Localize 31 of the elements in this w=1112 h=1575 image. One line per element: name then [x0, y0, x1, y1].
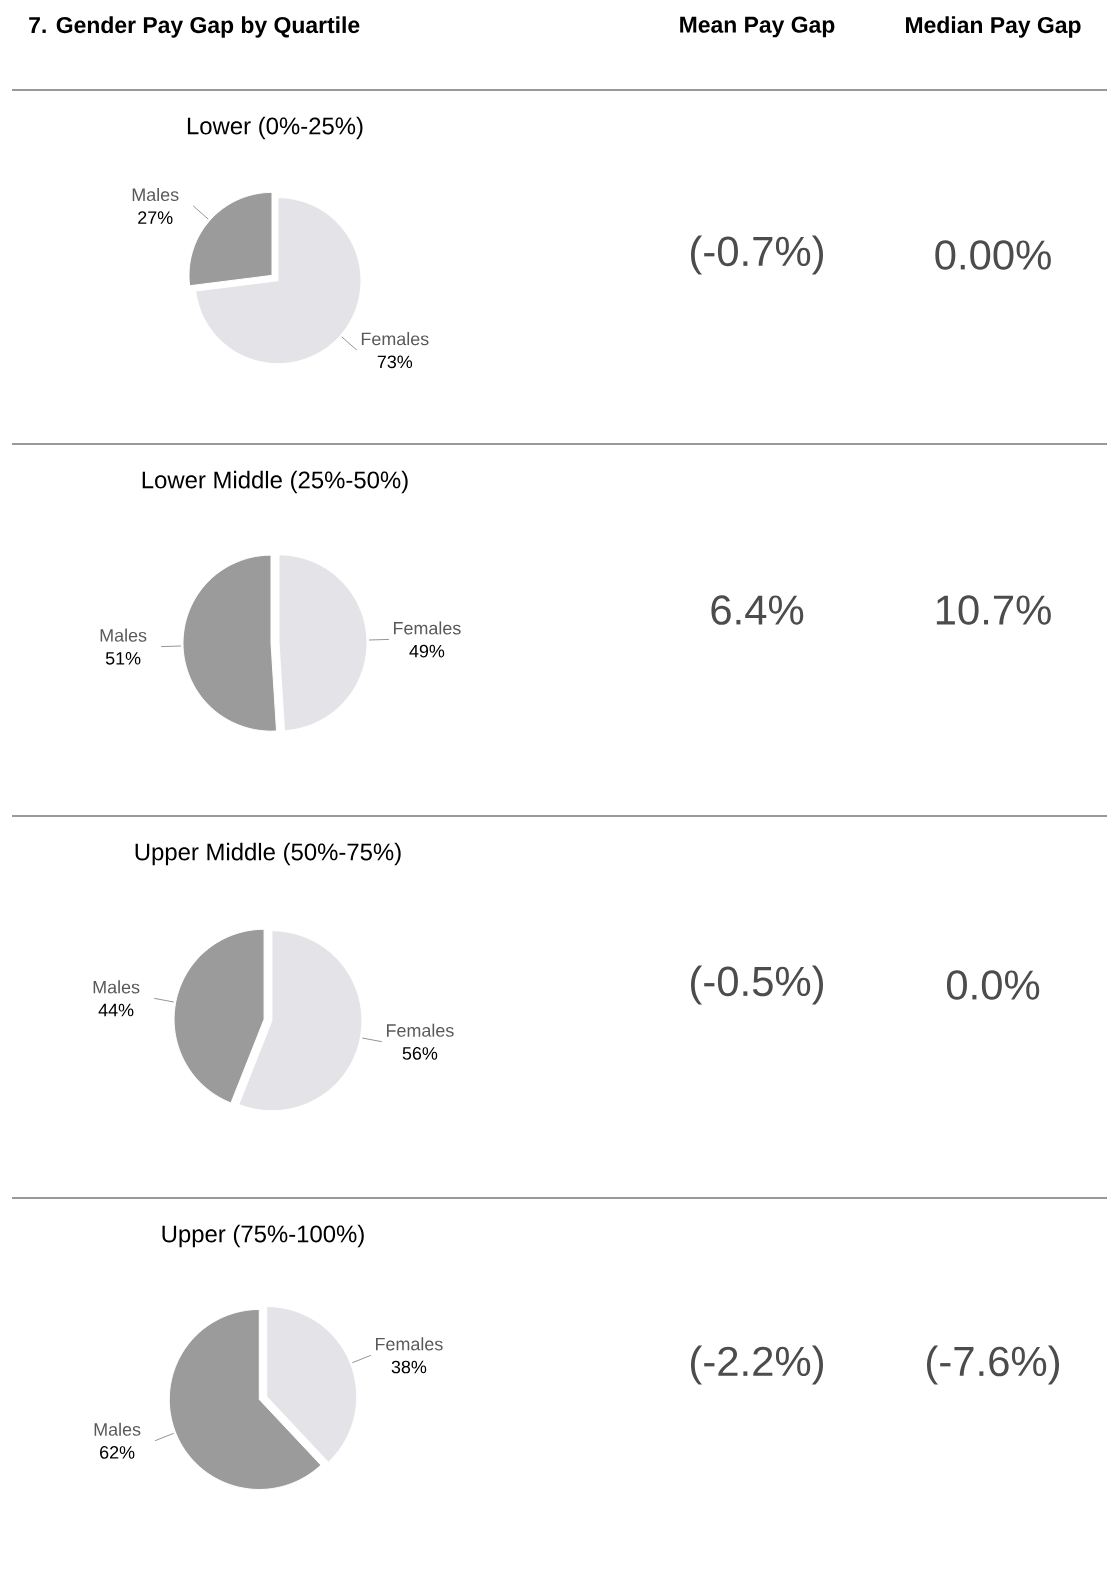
text: 0.00% — [935, 240, 1051, 270]
text: Median Pay Gap — [906, 16, 1081, 38]
text: (-7.6%) — [927, 1345, 1059, 1385]
text: (-2.2%) — [691, 1345, 823, 1385]
text: (-0.7%) — [691, 235, 823, 275]
chart-title: Upper Middle (50%-75%) — [135, 842, 401, 866]
slice-label: Females — [375, 1337, 443, 1351]
text: 0.0% — [946, 970, 1040, 1000]
data-label: 44% — [98, 1003, 134, 1017]
chart-title: Lower Middle (25%-50%) — [142, 470, 408, 494]
text: 6.4% — [711, 595, 804, 625]
slice-label: Females — [393, 621, 461, 635]
data-label: 49% — [409, 644, 445, 658]
slice-label: Females — [361, 332, 429, 346]
data-label: 38% — [391, 1360, 427, 1374]
text: (-0.5%) — [691, 965, 823, 1005]
text: Mean Pay Gap — [680, 16, 835, 38]
slice-label: Males — [94, 1422, 141, 1436]
slice-label: Males — [93, 980, 140, 994]
data-label: 51% — [105, 652, 141, 665]
slice-label: Males — [132, 187, 179, 202]
data-label: 56% — [402, 1047, 438, 1060]
slice-label: Females — [386, 1023, 454, 1037]
chart-title: Lower (0%-25%) — [187, 116, 363, 140]
data-label: 27% — [138, 211, 173, 224]
slice-label: Males — [100, 628, 147, 642]
chart-title: Upper (75%-100%) — [162, 1224, 364, 1248]
data-label: 62% — [100, 1446, 135, 1459]
text: 7. Gender Pay Gap by Quartile — [29, 16, 360, 38]
data-label: 73% — [377, 355, 413, 369]
text: 10.7% — [936, 595, 1051, 625]
